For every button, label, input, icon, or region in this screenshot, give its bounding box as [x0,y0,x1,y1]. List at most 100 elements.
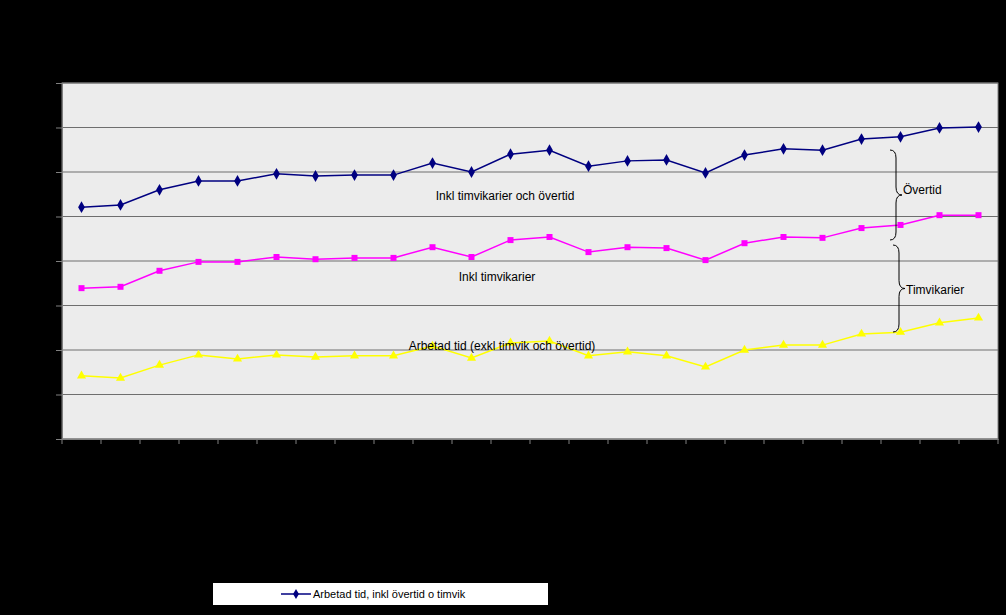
series-marker [547,234,553,240]
marks [77,121,983,380]
x-tick-mark [452,439,453,444]
series-marker [235,259,241,265]
chart: Inkl timvikarier och övertidInkl timvika… [0,0,1006,615]
series-marker [974,313,983,321]
series-marker [897,131,904,143]
series-marker [976,212,982,218]
x-tick-mark [413,439,414,444]
series-marker [779,340,788,348]
series-marker [508,237,514,243]
y-tick [56,350,62,351]
series-marker [350,351,359,359]
annotation: Övertid [903,183,942,197]
x-tick-mark [881,439,882,444]
series-marker [937,212,943,218]
series-marker [273,168,280,180]
series-marker [781,234,787,240]
y-tick-mark [56,128,62,129]
series-marker [859,225,865,231]
series-marker [312,170,319,182]
x-tick-mark [218,439,219,444]
x-tick-mark [920,439,921,444]
y-axis [56,84,63,440]
series-marker [546,144,553,156]
series-marker [79,285,85,291]
series-marker [157,268,163,274]
y-tick-mark [56,439,62,440]
series-marker [975,121,982,133]
x-tick-mark [998,439,999,444]
x-tick-mark [374,439,375,444]
y-tick [56,172,62,173]
x-tick-mark [686,439,687,444]
series-marker [936,122,943,134]
series-marker [662,351,671,359]
grid-line [62,83,998,84]
series-marker [390,169,397,181]
series-marker [701,362,710,370]
series-marker [469,254,475,260]
x-tick-mark [842,439,843,444]
y-tick-mark [56,172,62,173]
annotation: Arbetad tid (exkl timvik och övertid) [409,339,596,353]
x-tick-mark [530,439,531,444]
series-marker [624,155,631,167]
y-tick-mark [56,306,62,307]
y-tick [56,395,62,396]
series-marker [663,154,670,166]
series-marker [820,235,826,241]
x-tick-mark [764,439,765,444]
series-marker [274,254,280,260]
series-marker [389,351,398,359]
series-marker [703,257,709,263]
series-marker [780,143,787,155]
y-tick-mark [56,261,62,262]
x-tick-mark [179,439,180,444]
y-tick [56,306,62,307]
grid [62,83,998,439]
series-marker [430,244,436,250]
series [77,313,983,381]
y-tick [56,261,62,262]
x-tick-mark [257,439,258,444]
series-marker [742,240,748,246]
x-tick-mark [140,439,141,444]
legend-marker [293,589,299,599]
x-tick-mark [296,439,297,444]
brace [893,245,905,332]
series-marker [351,169,358,181]
series-marker [311,352,320,360]
series-marker [272,350,281,358]
series-marker [818,340,827,348]
series-marker [313,256,319,262]
annotation: Timvikarier [906,283,964,297]
background [0,0,1006,615]
series-marker [858,133,865,145]
series-marker [194,350,203,358]
annotations: Inkl timvikarier och övertidInkl timvika… [409,150,965,353]
y-axis-line [56,84,63,440]
grid-line [62,127,998,128]
series-marker [195,175,202,187]
series-marker [391,255,397,261]
y-tick [56,439,62,440]
series-line [82,215,979,288]
grid-line [62,172,998,173]
series-marker [507,148,514,160]
annotation: Inkl timvikarier [459,270,536,284]
series [78,121,982,213]
y-tick [56,128,62,129]
series-marker [625,244,631,250]
series-marker [78,201,85,213]
series-marker [819,144,826,156]
x-tick-mark [569,439,570,444]
series-marker [118,284,124,290]
legend-label: Arbetad tid, inkl övertid o timvik [313,588,466,600]
x-tick-mark [335,439,336,444]
series [79,212,982,291]
series-marker [156,184,163,196]
series-marker [935,318,944,326]
series-marker [586,249,592,255]
x-tick-mark [647,439,648,444]
series-marker [702,167,709,179]
